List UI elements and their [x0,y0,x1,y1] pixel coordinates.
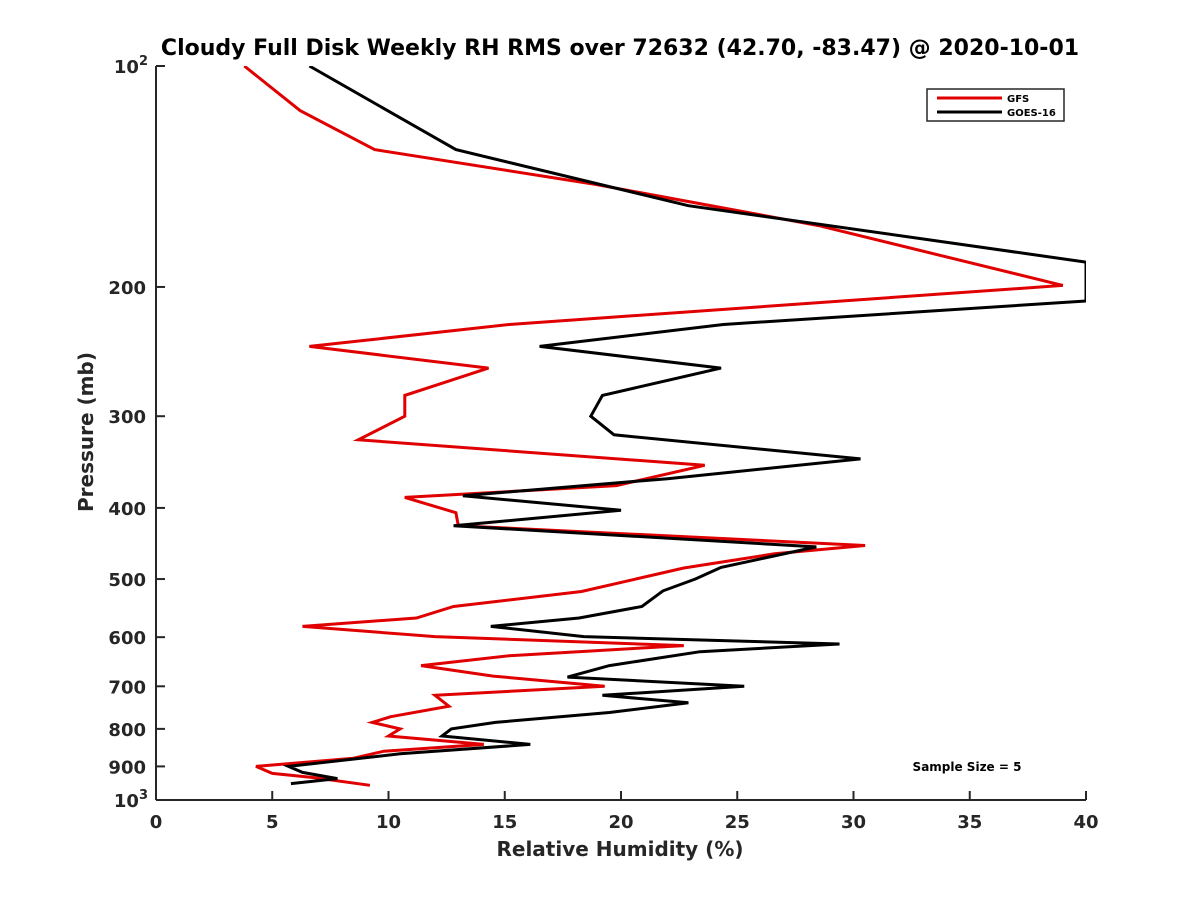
x-tick-label: 20 [608,812,633,833]
x-tick-label: 25 [725,812,750,833]
chart-title: Cloudy Full Disk Weekly RH RMS over 7263… [161,36,1079,61]
y-tick-label: 700 [108,677,146,698]
y-tick-label: 103 [114,788,148,812]
x-tick-label: 15 [492,812,517,833]
y-tick-label: 200 [108,278,146,299]
legend-box [926,88,1065,122]
legend: GFS GOES-16 [926,88,1065,122]
series-line-gfs [243,66,1064,787]
y-tick-label: 600 [108,628,146,649]
y-tick-label: 400 [108,499,146,520]
x-tick-label: 10 [376,812,401,833]
x-tick-label: 5 [266,812,279,833]
y-tick-label: 102 [114,54,148,78]
y-axis-label: Pressure (mb) [74,352,98,512]
legend-entry-label: GFS [1007,94,1029,105]
x-tick-label: 40 [1073,812,1098,833]
x-tick-label: 30 [841,812,866,833]
x-axis-label: Relative Humidity (%) [496,837,743,861]
x-tick-label: 35 [957,812,982,833]
y-tick-label: 500 [108,570,146,591]
y-tick-label: 900 [108,757,146,778]
plot-area: 0 5 10 15 20 25 30 35 40 102 200 300 400 500 600 700 800… [108,54,1098,833]
y-tick-label: 300 [108,407,146,428]
sample-size-annotation: Sample Size = 5 [913,760,1022,774]
x-tick-label: 0 [150,812,163,833]
y-tick-label: 800 [108,720,146,741]
series-line-goes-16 [282,66,1086,786]
legend-entry-label: GOES-16 [1007,108,1056,119]
